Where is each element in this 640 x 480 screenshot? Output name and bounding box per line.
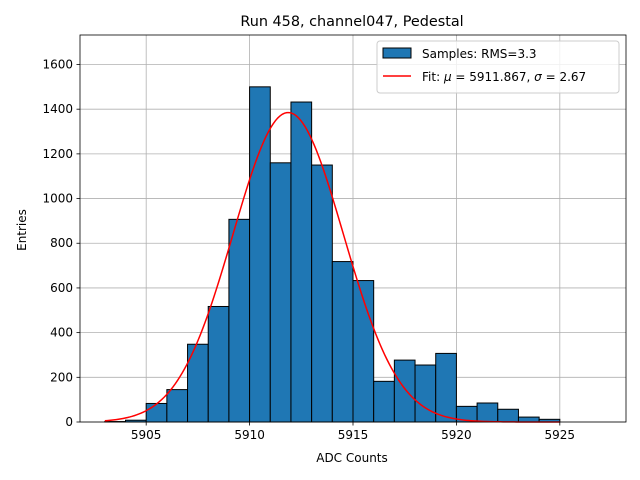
legend: Samples: RMS=3.3 Fit: μ = 5911.867, σ = … — [376, 40, 620, 94]
histogram-bar — [476, 402, 499, 423]
y-axis-label: Entries — [15, 209, 29, 251]
legend-fit-sigma-value: = 2.67 — [542, 70, 586, 84]
x-tick-label: 5910 — [234, 428, 265, 442]
y-tick-label: 800 — [50, 236, 73, 250]
y-tick-label: 200 — [50, 370, 73, 384]
axis-ticks: 5905 5910 5915 5920 5925 0 200 400 600 800 1000 120… — [42, 57, 575, 442]
y-tick-label: 400 — [50, 326, 73, 340]
x-tick-label: 5915 — [338, 428, 369, 442]
fit-curve — [104, 111, 560, 423]
histogram-bar — [207, 305, 230, 423]
histogram-bar — [352, 280, 375, 423]
y-tick-label: 1400 — [42, 102, 73, 116]
histogram-bar — [145, 402, 168, 423]
legend-fit-mu-value: = 5911.867, — [452, 70, 535, 84]
x-tick-label: 5925 — [545, 428, 576, 442]
histogram-bar — [373, 380, 395, 423]
histogram-bar — [497, 408, 519, 423]
histogram-bars — [104, 86, 561, 423]
y-tick-label: 0 — [65, 415, 73, 429]
x-axis-label: ADC Counts — [316, 451, 388, 465]
histogram-bar — [249, 86, 271, 423]
histogram-bar — [393, 359, 416, 423]
legend-fit-sigma-symbol: σ — [534, 70, 542, 84]
histogram-bar — [414, 364, 437, 423]
legend-box — [376, 40, 620, 94]
histogram-bar — [166, 389, 189, 423]
histogram-bar — [290, 101, 313, 423]
legend-fit-prefix: Fit: — [422, 70, 444, 84]
legend-label-fit: Fit: μ = 5911.867, σ = 2.67 — [422, 70, 586, 84]
legend-label-samples: Samples: RMS=3.3 — [422, 47, 537, 61]
fit-curve-group — [104, 111, 560, 423]
legend-fit-mu-symbol: μ — [443, 70, 452, 84]
grid-lines — [80, 35, 626, 423]
histogram-bar — [311, 164, 333, 423]
x-tick-label: 5905 — [131, 428, 162, 442]
y-tick-label: 1000 — [42, 192, 73, 206]
x-tick-label: 5920 — [441, 428, 472, 442]
histogram-bar — [228, 218, 251, 423]
y-tick-label: 600 — [50, 281, 73, 295]
histogram-bar — [269, 162, 292, 423]
histogram-bar — [331, 261, 354, 423]
legend-bar-swatch — [382, 47, 412, 59]
y-tick-label: 1600 — [42, 57, 73, 71]
y-tick-label: 1200 — [42, 147, 73, 161]
chart-title: Run 458, channel047, Pedestal — [240, 14, 463, 30]
histogram-bar — [435, 352, 457, 423]
